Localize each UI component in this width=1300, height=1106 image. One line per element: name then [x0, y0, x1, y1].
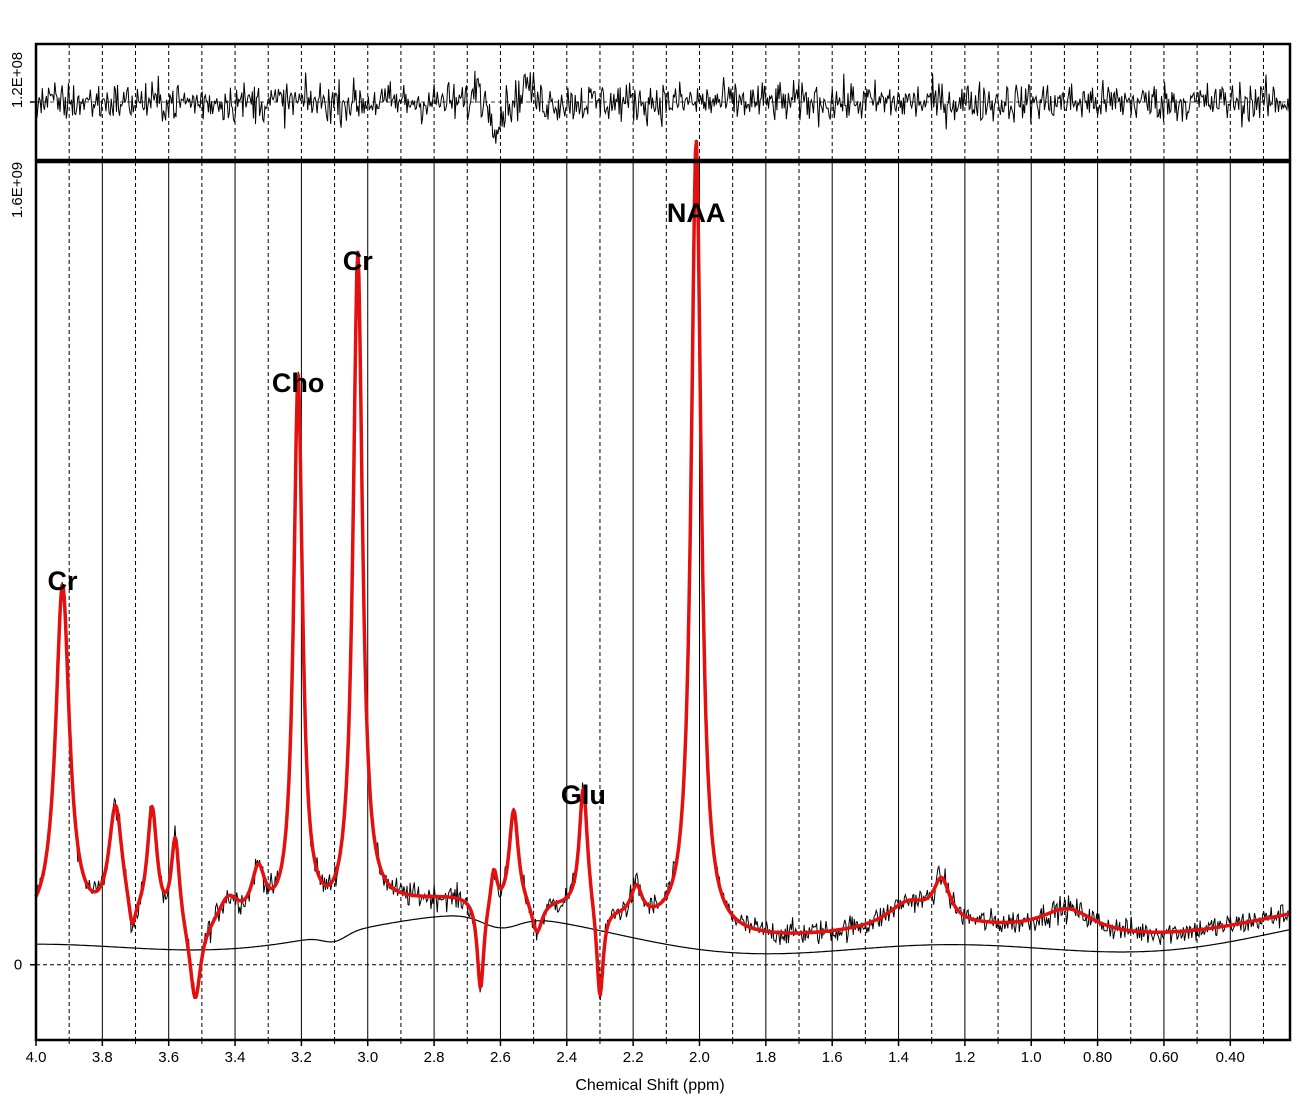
y-axis-ticks: 1.2E+08 1.6E+09 0 — [9, 52, 36, 974]
x-tick-label: 3.8 — [92, 1049, 113, 1066]
x-tick-label: 2.0 — [689, 1049, 710, 1066]
peak-label: NAA — [667, 198, 726, 228]
baseline-line — [36, 915, 1291, 955]
main-y-tick-label-top: 1.6E+09 — [9, 162, 26, 218]
x-tick-label: 0.60 — [1149, 1049, 1178, 1066]
x-axis-label: Chemical Shift (ppm) — [575, 1077, 724, 1094]
x-tick-label: 3.2 — [291, 1049, 312, 1066]
x-tick-label: 1.2 — [954, 1049, 975, 1066]
x-tick-label: 2.8 — [424, 1049, 445, 1066]
x-tick-label: 2.6 — [490, 1049, 511, 1066]
peak-label: Cho — [272, 368, 324, 398]
main-frame — [34, 160, 1292, 1042]
residual-y-tick-label: 1.2E+08 — [9, 52, 26, 108]
x-tick-label: 1.8 — [755, 1049, 776, 1066]
x-tick-label: 1.4 — [888, 1049, 909, 1066]
x-tick-label: 2.4 — [556, 1049, 577, 1066]
data-line — [35, 140, 1291, 1001]
panel-frames — [34, 42, 1292, 1042]
peak-label: Glu — [561, 780, 606, 810]
x-tick-label: 2.2 — [623, 1049, 644, 1066]
main-grid — [36, 162, 1290, 1040]
x-axis-ticks: 4.0 3.8 3.6 3.4 3.2 3.0 2.8 2.6 2.4 2.2 2.0 1.8 1.6 1… — [26, 1040, 1264, 1066]
x-tick-label: 0.80 — [1083, 1049, 1112, 1066]
peak-annotations: Cr Cho Cr Glu NAA — [48, 198, 726, 810]
x-tick-label: 1.0 — [1021, 1049, 1042, 1066]
residual-plot — [35, 70, 1291, 144]
fit-layer — [34, 139, 1291, 1000]
x-tick-label: 1.6 — [822, 1049, 843, 1066]
data-layer — [35, 140, 1291, 1001]
baseline-layer — [36, 915, 1291, 955]
x-tick-label: 4.0 — [26, 1049, 47, 1066]
fit-line — [34, 139, 1291, 1000]
x-tick-label: 3.0 — [357, 1049, 378, 1066]
x-tick-label: 3.4 — [225, 1049, 246, 1066]
main-y-tick-label-zero: 0 — [14, 957, 22, 974]
peak-label: Cr — [343, 246, 373, 276]
residual-line — [35, 70, 1291, 144]
x-tick-label: 3.6 — [158, 1049, 179, 1066]
x-tick-label: 0.40 — [1216, 1049, 1245, 1066]
peak-label: Cr — [48, 566, 78, 596]
